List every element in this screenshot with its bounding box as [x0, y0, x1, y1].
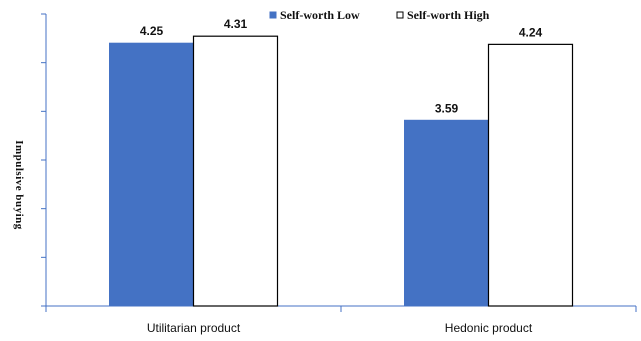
y-axis-ticks [41, 13, 46, 307]
bar-low [109, 42, 194, 307]
bar-low [404, 119, 489, 307]
legend-label: Self-worth High [407, 8, 490, 22]
data-labels: 4.25 4.31 3.59 4.24 [140, 17, 543, 115]
y-axis [41, 13, 47, 307]
legend-swatch [269, 11, 277, 19]
y-axis-title: Impulsive buying [13, 140, 25, 230]
x-axis-ticks [45, 306, 637, 312]
legend-label: Self-worth Low [280, 8, 360, 22]
legend: Self-worth Low Self-worth High [269, 8, 490, 22]
bar-high [487, 43, 574, 307]
data-label: 4.25 [140, 24, 164, 38]
x-tick-label: Utilitarian product [147, 321, 241, 335]
x-tick-labels: Utilitarian product Hedonic product [147, 321, 533, 335]
bars [109, 35, 574, 307]
x-tick-label: Hedonic product [445, 321, 533, 335]
legend-swatch [396, 11, 404, 19]
data-label: 4.31 [224, 17, 248, 31]
data-label: 4.24 [519, 25, 543, 39]
x-axis [45, 305, 637, 312]
data-label: 3.59 [435, 101, 459, 115]
bar-high [192, 35, 279, 307]
